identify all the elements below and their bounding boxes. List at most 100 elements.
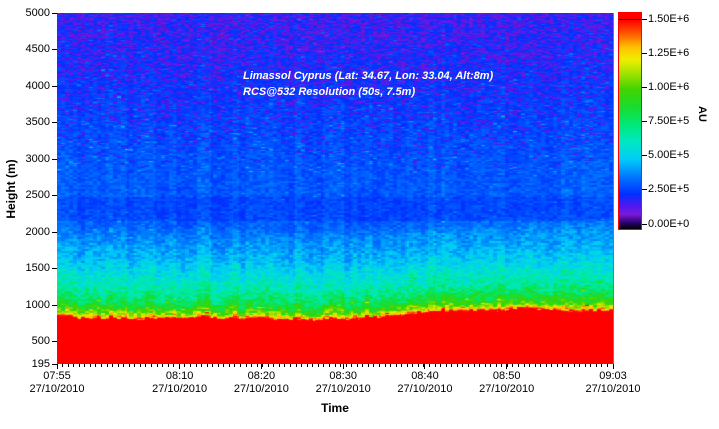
x-minor-tick bbox=[395, 364, 397, 367]
x-minor-tick bbox=[151, 364, 153, 367]
x-tick-time: 09:03 bbox=[599, 370, 627, 382]
y-tick-label: 2000 bbox=[25, 225, 50, 238]
y-tick-label: 4500 bbox=[25, 43, 50, 56]
x-minor-tick bbox=[317, 364, 319, 367]
colorbar-tick-label: 5.00E+5 bbox=[648, 149, 690, 162]
x-minor-tick bbox=[378, 364, 380, 367]
x-minor-tick bbox=[390, 364, 392, 367]
x-minor-tick bbox=[351, 364, 353, 367]
x-major-tick bbox=[506, 364, 508, 369]
x-minor-tick bbox=[217, 364, 219, 367]
y-tick bbox=[52, 363, 57, 365]
colorbar-tick-label: 1.00E+6 bbox=[648, 80, 690, 93]
colorbar-unit-label: AU bbox=[696, 106, 708, 122]
x-minor-tick bbox=[373, 364, 375, 367]
x-minor-tick bbox=[501, 364, 503, 367]
x-minor-tick bbox=[212, 364, 214, 367]
x-minor-tick bbox=[456, 364, 458, 367]
x-minor-tick bbox=[245, 364, 247, 367]
colorbar-tick bbox=[642, 223, 647, 225]
x-minor-tick bbox=[134, 364, 136, 367]
x-minor-tick bbox=[62, 364, 64, 367]
x-minor-tick bbox=[345, 364, 347, 367]
y-tick-label: 2500 bbox=[25, 189, 50, 202]
x-minor-tick bbox=[73, 364, 75, 367]
colorbar-tick bbox=[642, 121, 647, 122]
colorbar-tick-label: 2.50E+5 bbox=[648, 183, 690, 196]
y-tick-label: 195 bbox=[31, 357, 50, 370]
y-tick-label: 500 bbox=[31, 335, 50, 348]
x-minor-tick bbox=[384, 364, 386, 367]
x-minor-tick bbox=[323, 364, 325, 367]
x-minor-tick bbox=[540, 364, 542, 367]
x-tick-date: 27/10/2010 bbox=[315, 383, 371, 395]
x-minor-tick bbox=[301, 364, 303, 367]
x-minor-tick bbox=[490, 364, 492, 367]
x-tick-time: 08:30 bbox=[329, 370, 357, 382]
x-minor-tick bbox=[262, 364, 264, 367]
x-minor-tick bbox=[568, 364, 570, 367]
colorbar-tick-label: 1.50E+6 bbox=[648, 12, 690, 25]
x-minor-tick bbox=[278, 364, 280, 367]
y-tick-label: 1500 bbox=[25, 262, 50, 275]
y-tick-label: 3000 bbox=[25, 152, 50, 165]
y-tick bbox=[52, 12, 57, 14]
x-major-tick bbox=[612, 364, 614, 369]
x-minor-tick bbox=[401, 364, 403, 367]
x-minor-tick bbox=[606, 364, 608, 367]
x-minor-tick bbox=[545, 364, 547, 367]
x-minor-tick bbox=[328, 364, 330, 367]
x-minor-tick bbox=[145, 364, 147, 367]
x-minor-tick bbox=[251, 364, 253, 367]
x-minor-tick bbox=[206, 364, 208, 367]
x-minor-tick bbox=[551, 364, 553, 367]
colorbar-tick bbox=[642, 18, 647, 20]
x-minor-tick bbox=[106, 364, 108, 367]
x-major-tick bbox=[56, 364, 58, 369]
x-tick-date: 27/10/2010 bbox=[152, 383, 208, 395]
x-minor-tick bbox=[340, 364, 342, 367]
x-minor-tick bbox=[290, 364, 292, 367]
rcs-heatmap[interactable] bbox=[57, 13, 613, 364]
colorbar-tick bbox=[642, 155, 647, 157]
y-tick bbox=[52, 268, 57, 270]
colorbar-tick bbox=[642, 189, 647, 191]
y-tick-label: 4000 bbox=[25, 79, 50, 92]
x-major-tick bbox=[342, 364, 344, 369]
x-minor-tick bbox=[84, 364, 86, 367]
colorbar-tick-label: 1.25E+6 bbox=[648, 46, 690, 59]
x-minor-tick bbox=[423, 364, 425, 367]
y-tick bbox=[52, 49, 57, 51]
x-minor-tick bbox=[100, 364, 102, 367]
colorbar-cap-divider bbox=[619, 19, 641, 20]
x-minor-tick bbox=[579, 364, 581, 367]
x-minor-tick bbox=[562, 364, 564, 367]
station-annotation: Limassol Cyprus (Lat: 34.67, Lon: 33.04,… bbox=[243, 68, 493, 100]
x-minor-tick bbox=[139, 364, 141, 367]
y-tick bbox=[52, 122, 57, 124]
x-minor-tick bbox=[367, 364, 369, 367]
x-minor-tick bbox=[517, 364, 519, 367]
y-tick bbox=[52, 231, 57, 233]
colorbar-tick bbox=[642, 86, 647, 88]
x-major-tick bbox=[179, 364, 181, 369]
x-minor-tick bbox=[440, 364, 442, 367]
x-minor-tick bbox=[601, 364, 603, 367]
x-tick-date: 27/10/2010 bbox=[397, 383, 453, 395]
station-annotation-line2: RCS@532 Resolution (50s, 7.5m) bbox=[243, 86, 416, 98]
x-minor-tick bbox=[445, 364, 447, 367]
x-tick-time: 08:40 bbox=[411, 370, 439, 382]
x-minor-tick bbox=[201, 364, 203, 367]
y-tick-label: 1000 bbox=[25, 298, 50, 311]
x-minor-tick bbox=[223, 364, 225, 367]
x-minor-tick bbox=[334, 364, 336, 367]
x-minor-tick bbox=[173, 364, 175, 367]
colorbar-tick-label: 7.50E+5 bbox=[648, 115, 690, 127]
x-minor-tick bbox=[534, 364, 536, 367]
x-minor-tick bbox=[584, 364, 586, 367]
x-minor-tick bbox=[529, 364, 531, 367]
x-minor-tick bbox=[112, 364, 114, 367]
x-minor-tick bbox=[573, 364, 575, 367]
x-minor-tick bbox=[195, 364, 197, 367]
x-minor-tick bbox=[78, 364, 80, 367]
